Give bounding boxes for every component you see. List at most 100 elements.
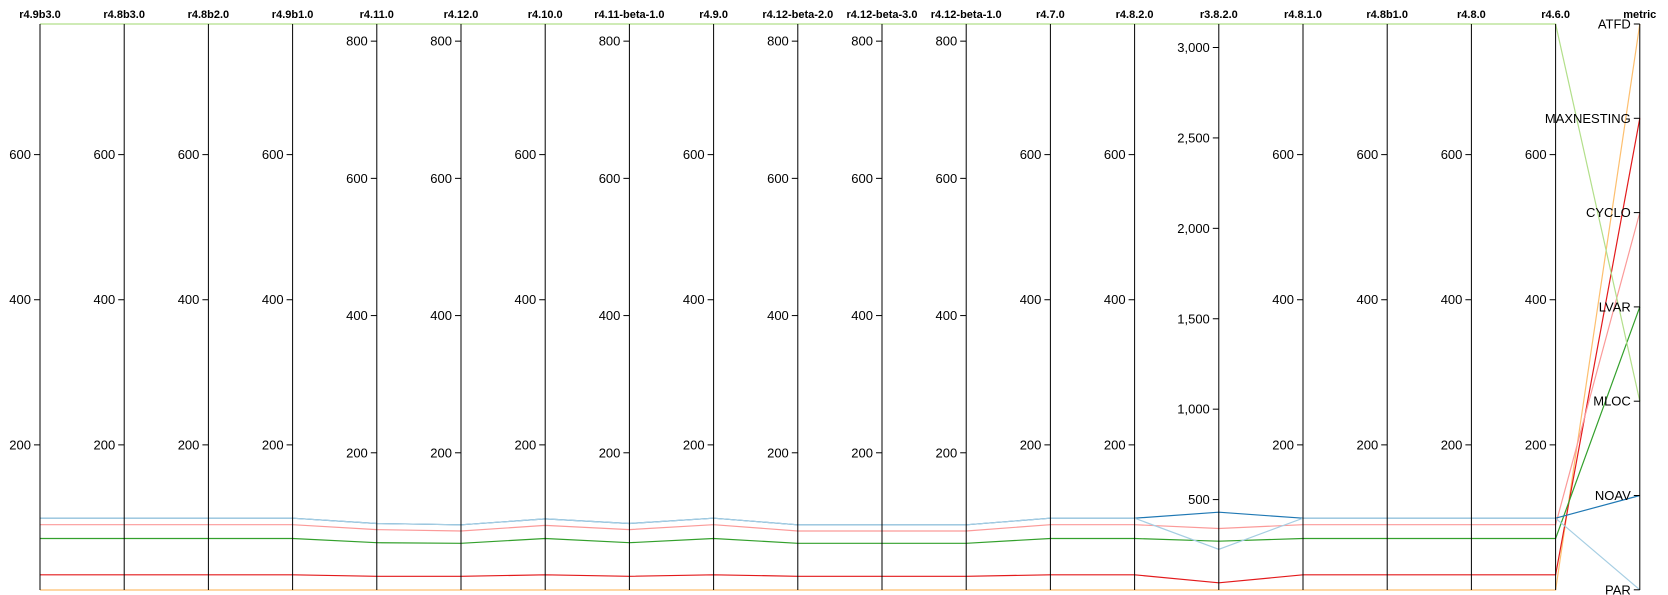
axis-r4.7.0: r4.7.0 200 400 600: [1020, 9, 1065, 590]
tick-label: 200: [599, 445, 621, 460]
axis-title: r3.8.2.0: [1200, 9, 1238, 21]
axis-r4.10.0: r4.10.0 200 400 600: [514, 9, 563, 590]
tick-label: 600: [1525, 147, 1547, 162]
tick-label: 400: [178, 292, 200, 307]
tick-label: 200: [851, 445, 873, 460]
axis-title: r4.11-beta-1.0: [594, 9, 664, 21]
axis-r4.8.0: r4.8.0 200 400 600: [1441, 9, 1486, 590]
axis-r3.8.2.0: r3.8.2.0 500 1,000 1,500 2,000 2,500 3,000: [1177, 9, 1238, 590]
axis-r4.8.2.0: r4.8.2.0 200 400 600: [1104, 9, 1154, 590]
tick-label: 800: [599, 34, 621, 49]
tick-label: 600: [9, 147, 31, 162]
axis-r4.6.0: r4.6.0 200 400 600: [1525, 9, 1570, 590]
tick-label: 400: [599, 308, 621, 323]
tick-label: 400: [767, 308, 789, 323]
tick-label: 600: [1272, 147, 1294, 162]
axis-title: r4.10.0: [528, 9, 563, 21]
tick-label: 400: [9, 292, 31, 307]
tick-label: 600: [262, 147, 284, 162]
axis-r4.12-beta-3.0: r4.12-beta-3.0 200 400 600 800: [847, 9, 918, 590]
axis-title: r4.9b3.0: [19, 9, 61, 21]
tick-label: 400: [1272, 292, 1294, 307]
tick-label: 800: [346, 34, 368, 49]
tick-label: 3,000: [1177, 40, 1210, 55]
tick-label: 600: [599, 171, 621, 186]
axis-title: r4.9.0: [699, 9, 728, 21]
metric-label-mloc: MLOC: [1593, 394, 1631, 409]
tick-label: 400: [346, 308, 368, 323]
tick-label: 1,500: [1177, 311, 1210, 326]
tick-label: 400: [514, 292, 536, 307]
series-line-atfd: [40, 23, 1641, 591]
tick-label: 600: [1104, 147, 1126, 162]
series-line-cyclo: [40, 212, 1641, 532]
tick-label: 200: [178, 437, 200, 452]
axis-title: r4.12-beta-3.0: [847, 9, 918, 21]
axis-title: metric: [1623, 9, 1656, 21]
axis-title: r4.7.0: [1036, 9, 1065, 21]
tick-label: 200: [935, 445, 957, 460]
tick-label: 400: [93, 292, 115, 307]
metric-label-cyclo: CYCLO: [1586, 205, 1631, 220]
tick-label: 800: [767, 34, 789, 49]
tick-label: 400: [1525, 292, 1547, 307]
tick-label: 400: [430, 308, 452, 323]
axis-r4.12.0: r4.12.0 200 400 600 800: [430, 9, 478, 590]
axis-r4.9.0: r4.9.0 200 400 600: [683, 9, 728, 590]
series-lines: [40, 23, 1641, 591]
tick-label: 400: [935, 308, 957, 323]
tick-label: 200: [1441, 437, 1463, 452]
series-line-noav: [40, 494, 1640, 526]
axis-title: r4.8.1.0: [1284, 9, 1322, 21]
axis-r4.9b1.0: r4.9b1.0 200 400 600: [262, 9, 313, 590]
series-line-mloc: [40, 23, 1641, 402]
tick-label: 200: [9, 437, 31, 452]
series-line-maxnesting: [40, 118, 1641, 584]
tick-label: 200: [767, 445, 789, 460]
axis-r4.8b3.0: r4.8b3.0 200 400 600: [93, 9, 145, 590]
metric-label-maxnesting: MAXNESTING: [1545, 111, 1631, 126]
axis-title: r4.12-beta-2.0: [762, 9, 833, 21]
axis-title: r4.8.0: [1457, 9, 1486, 21]
tick-label: 200: [1356, 437, 1378, 452]
tick-label: 600: [851, 171, 873, 186]
metric-label-atfd: ATFD: [1598, 17, 1631, 32]
tick-label: 600: [1020, 147, 1042, 162]
tick-label: 400: [1104, 292, 1126, 307]
tick-label: 400: [851, 308, 873, 323]
tick-label: 2,000: [1177, 221, 1210, 236]
tick-label: 600: [514, 147, 536, 162]
axis-title: r4.6.0: [1541, 9, 1570, 21]
tick-label: 600: [683, 147, 705, 162]
series-line-lvar: [40, 306, 1641, 544]
axes: r4.9b3.0200400600r4.8b3.0200400600r4.8b2…: [9, 9, 1656, 595]
tick-label: 600: [1441, 147, 1463, 162]
tick-label: 400: [683, 292, 705, 307]
tick-label: 200: [1525, 437, 1547, 452]
axis-title: r4.12-beta-1.0: [931, 9, 1002, 21]
tick-label: 400: [1020, 292, 1042, 307]
tick-label: 200: [1020, 437, 1042, 452]
axis-title: r4.8b2.0: [188, 9, 230, 21]
axis-r4.11.0: r4.11.0 200 400 600 800: [346, 9, 394, 590]
axis-r4.8b2.0: r4.8b2.0 200 400 600: [178, 9, 230, 590]
metric-label-noav: NOAV: [1595, 488, 1631, 503]
metric-label-lvar: LVAR: [1599, 299, 1631, 314]
tick-label: 2,500: [1177, 130, 1210, 145]
tick-label: 200: [262, 437, 284, 452]
tick-label: 800: [935, 34, 957, 49]
tick-label: 200: [683, 437, 705, 452]
axis-r4.8.1.0: r4.8.1.0 200 400 600: [1272, 9, 1322, 590]
tick-label: 200: [346, 445, 368, 460]
tick-label: 200: [430, 445, 452, 460]
tick-label: 600: [1356, 147, 1378, 162]
tick-label: 600: [178, 147, 200, 162]
tick-label: 200: [514, 437, 536, 452]
axis-r4.12-beta-1.0: r4.12-beta-1.0 200 400 600 800: [931, 9, 1002, 590]
axis-title: r4.8b3.0: [103, 9, 145, 21]
tick-label: 200: [1104, 437, 1126, 452]
tick-label: 400: [1441, 292, 1463, 307]
metric-label-par: PAR: [1605, 582, 1631, 595]
